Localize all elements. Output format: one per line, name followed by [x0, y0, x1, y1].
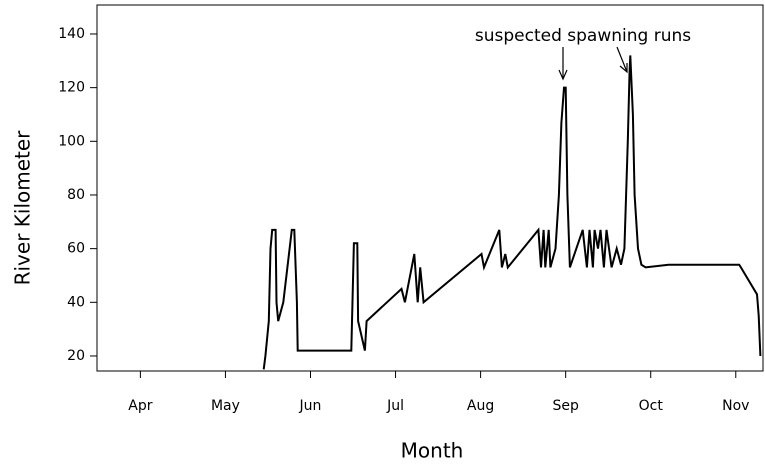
- y-tick-label: 60: [67, 241, 85, 257]
- y-axis-title: River Kilometer: [11, 130, 35, 286]
- annotation-arrows: [558, 46, 628, 81]
- x-axis-title: Month: [401, 439, 464, 463]
- y-tick-label: 20: [67, 348, 85, 364]
- y-tick-label: 100: [58, 133, 85, 149]
- data-line: [262, 55, 762, 370]
- y-tick-label: 40: [67, 294, 85, 310]
- x-tick-label: Jun: [299, 398, 322, 414]
- x-tick-label: Aug: [467, 398, 494, 414]
- x-tick-label: Oct: [639, 398, 664, 414]
- plot-frame: [96, 4, 764, 372]
- x-tick-label: Nov: [722, 398, 749, 414]
- y-tick-label: 120: [58, 80, 85, 96]
- y-tick-label: 140: [58, 26, 85, 42]
- x-tick-label: Sep: [552, 398, 579, 414]
- x-tick-label: Jul: [386, 398, 404, 414]
- y-tick-label: 80: [67, 187, 85, 203]
- x-tick-label: May: [211, 398, 240, 414]
- annotation: suspected spawning runs: [475, 26, 691, 46]
- x-tick-label: Apr: [128, 398, 152, 414]
